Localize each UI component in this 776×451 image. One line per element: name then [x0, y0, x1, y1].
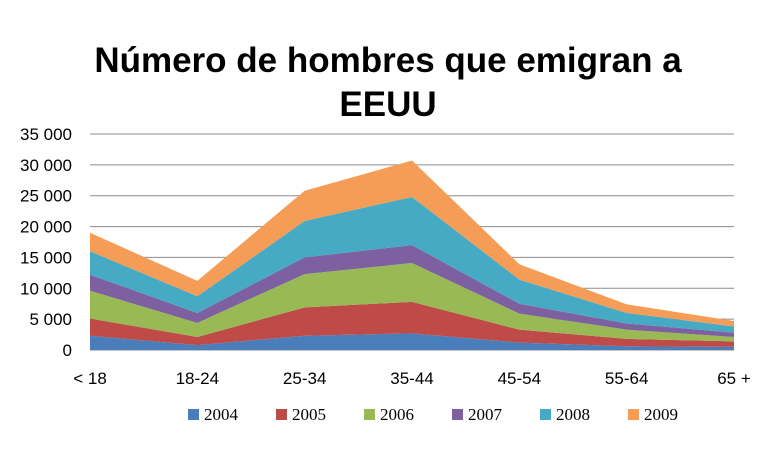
series-area-2007	[90, 245, 734, 338]
x-tick-label: 45-54	[498, 369, 541, 388]
legend-swatch-2006	[364, 409, 375, 420]
y-tick-label: 20 000	[20, 218, 72, 237]
series-area-2004	[90, 333, 734, 350]
legend-label-2005: 2005	[292, 405, 326, 424]
x-axis-ticks: < 18 18-24 25-34 35-44 45-54 55-64 65 +	[73, 369, 751, 388]
series-area-2009	[90, 160, 734, 327]
series-areas	[90, 160, 734, 350]
legend-label-2009: 2009	[644, 405, 678, 424]
x-tick-label: 35-44	[390, 369, 433, 388]
legend-label-2006: 2006	[380, 405, 414, 424]
x-tick-label: 18-24	[176, 369, 219, 388]
y-tick-label: 30 000	[20, 156, 72, 175]
legend-swatch-2007	[452, 409, 463, 420]
y-tick-label: 10 000	[20, 279, 72, 298]
y-tick-label: 35 000	[20, 125, 72, 144]
legend-label-2004: 2004	[204, 405, 239, 424]
x-tick-label: 25-34	[283, 369, 326, 388]
legend-swatch-2008	[540, 409, 551, 420]
y-tick-label: 0	[63, 341, 72, 360]
y-tick-label: 15 000	[20, 248, 72, 267]
chart-title-line-2: EEUU	[339, 85, 436, 124]
x-tick-label: 65 +	[717, 369, 751, 388]
chart-title-line-1: Número de hombres que emigran a	[94, 41, 682, 80]
series-area-2006	[90, 262, 734, 342]
x-tick-label: < 18	[73, 369, 107, 388]
y-tick-label: 25 000	[20, 187, 72, 206]
y-axis-ticks: 0 5 000 10 000 15 000 20 000 25 000 30 000 35 0…	[20, 125, 72, 360]
x-tick-label: 55-64	[605, 369, 648, 388]
series-area-2008	[90, 196, 734, 333]
legend: 2004 2005 2006 2007 2008 2009	[188, 405, 678, 424]
legend-swatch-2005	[276, 409, 287, 420]
series-area-2005	[90, 301, 734, 347]
y-tick-label: 5 000	[29, 310, 72, 329]
legend-label-2008: 2008	[556, 405, 590, 424]
legend-label-2007: 2007	[468, 405, 503, 424]
legend-swatch-2004	[188, 409, 199, 420]
legend-swatch-2009	[628, 409, 639, 420]
